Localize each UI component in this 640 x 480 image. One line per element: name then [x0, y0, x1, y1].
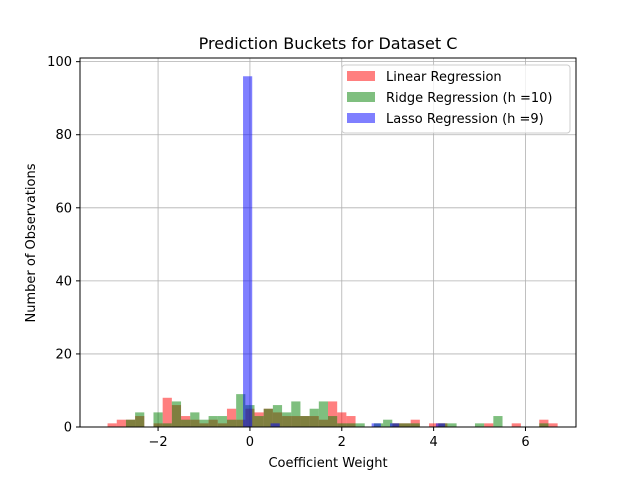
legend-label: Ridge Regression (h =10) — [386, 91, 552, 106]
legend-swatch — [347, 92, 375, 102]
histogram-bar — [328, 401, 338, 427]
histogram-bar — [346, 416, 356, 427]
histogram-bar — [217, 416, 227, 427]
histogram-bar — [309, 408, 319, 427]
histogram-bar — [337, 412, 347, 427]
histogram-bar — [282, 412, 292, 427]
histogram-bar — [181, 419, 191, 427]
x-tick-label: 4 — [429, 435, 437, 450]
histogram-bar — [171, 401, 182, 427]
histogram-bar — [383, 419, 393, 427]
histogram-bar — [493, 416, 503, 427]
histogram-bar — [328, 416, 338, 427]
y-tick-label: 40 — [55, 274, 72, 289]
histogram-bar — [539, 423, 549, 427]
histogram-bar — [116, 419, 126, 427]
histogram-bar — [208, 416, 218, 427]
histogram-bar — [318, 401, 328, 427]
histogram-bar — [226, 408, 237, 427]
histogram-bar — [300, 416, 310, 427]
histogram-bar — [236, 394, 246, 427]
histogram-bar — [474, 423, 485, 427]
x-tick-label: 2 — [338, 435, 346, 450]
histogram-bar — [401, 423, 411, 427]
histogram-bar — [447, 423, 457, 427]
histogram-bar — [371, 423, 381, 427]
series-1-bars — [125, 394, 549, 427]
y-tick-label: 100 — [47, 55, 72, 70]
x-tick-label: 6 — [521, 435, 529, 450]
legend-swatch — [347, 71, 375, 81]
histogram-bar — [107, 423, 117, 427]
chart-title: Prediction Buckets for Dataset C — [199, 34, 458, 53]
histogram-bar — [125, 419, 136, 427]
plot-frame — [79, 57, 577, 428]
histogram-bar — [548, 423, 558, 427]
histogram-bar — [135, 412, 145, 427]
histogram-bar — [263, 408, 273, 427]
histogram-bar — [226, 419, 237, 427]
y-tick-label: 80 — [55, 128, 72, 143]
y-tick-label: 0 — [64, 421, 72, 436]
histogram-bar — [162, 397, 172, 427]
histogram-bar — [390, 423, 400, 427]
histogram-bar — [254, 416, 264, 427]
histogram-bar — [346, 423, 356, 427]
histogram-bar — [153, 412, 163, 427]
legend-label: Lasso Regression (h =9) — [386, 112, 544, 127]
histogram-bar — [243, 76, 253, 427]
y-tick-label: 20 — [55, 347, 72, 362]
legend-swatch — [347, 113, 375, 123]
histogram-bar — [429, 423, 439, 427]
x-tick-label: −2 — [148, 435, 167, 450]
histogram-bar — [484, 423, 494, 427]
histogram-bar — [291, 401, 301, 427]
histogram-bar — [270, 423, 280, 427]
x-axis-label: Coefficient Weight — [268, 456, 387, 471]
axes — [79, 57, 577, 428]
histogram-bar — [355, 423, 365, 427]
histogram-bar — [190, 412, 200, 427]
histogram-bar — [337, 423, 347, 427]
histogram-bars — [107, 76, 558, 427]
y-axis-label: Number of Observations — [24, 163, 39, 322]
histogram-bar — [511, 423, 521, 427]
histogram-bar — [272, 405, 283, 427]
series-2-bars — [243, 76, 446, 427]
y-tick-label: 60 — [55, 201, 72, 216]
histogram-bar — [162, 423, 172, 427]
legend-box — [341, 64, 571, 134]
x-tick-label: 0 — [246, 435, 254, 450]
histogram-bar — [410, 423, 420, 427]
histogram-bar — [435, 423, 446, 427]
legend: Linear Regression Ridge Regression (h =10… — [341, 64, 571, 134]
legend-label: Linear Regression — [386, 70, 502, 85]
histogram-bar — [199, 419, 209, 427]
